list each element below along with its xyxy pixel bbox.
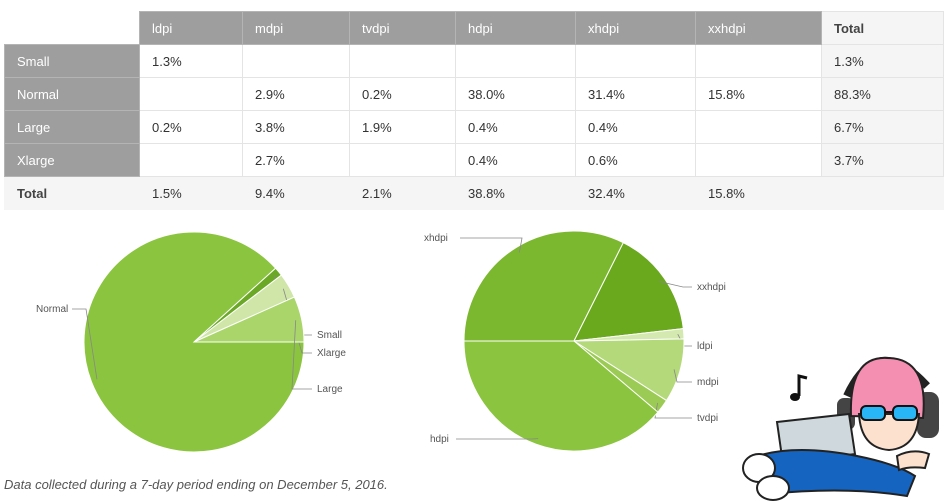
slice-label-xlarge: Xlarge: [317, 348, 346, 359]
slice-label-large: Large: [317, 384, 343, 395]
row-total-cell: 6.7%: [821, 110, 944, 144]
slice-label-small: Small: [317, 330, 342, 341]
table-cell: [349, 44, 456, 78]
table-cell: [695, 110, 822, 144]
total-cell-empty: [821, 176, 944, 210]
total-row-header: Total: [4, 176, 140, 210]
total-row: Total 1.5% 9.4% 2.1% 38.8% 32.4% 15.8%: [4, 176, 944, 210]
column-header-ldpi: ldpi: [139, 11, 243, 45]
data-caption: Data collected during a 7-day period end…: [4, 477, 388, 492]
pie-chart-2: xhdpi xxhdpi ldpi mdpi tvdpi hdpi: [424, 230, 726, 452]
pie-chart-1: Normal Small Xlarge Large: [36, 231, 346, 453]
leader-line: [460, 237, 523, 253]
slice-label-normal: Normal: [36, 304, 68, 315]
row-total-cell: 3.7%: [821, 143, 944, 177]
row-header: Large: [4, 110, 140, 144]
slice-label-hdpi: hdpi: [430, 434, 449, 445]
table-cell: 2.7%: [242, 143, 350, 177]
leader-line: [673, 369, 692, 383]
header-row: ldpi mdpi tvdpi hdpi xhdpi xxhdpi Total: [4, 11, 944, 45]
total-cell: 15.8%: [695, 176, 822, 210]
row-header: Xlarge: [4, 143, 140, 177]
table-cell: [349, 143, 456, 177]
leader-line: [72, 308, 98, 380]
table-cell: 0.4%: [455, 110, 576, 144]
total-cell: 2.1%: [349, 176, 456, 210]
column-header-hdpi: hdpi: [455, 11, 576, 45]
corner-cell: [4, 11, 140, 45]
table-cell: 1.3%: [139, 44, 243, 78]
pie-slice-xxhdpi: [573, 242, 684, 342]
column-header-xhdpi: xhdpi: [575, 11, 696, 45]
slice-label-mdpi: mdpi: [697, 377, 719, 388]
column-header-total: Total: [821, 11, 944, 45]
table-row: Large 0.2% 3.8% 1.9% 0.4% 0.4% 6.7%: [4, 110, 944, 144]
character-body: [742, 449, 931, 501]
slice-label-xxhdpi: xxhdpi: [697, 282, 726, 293]
slice-label-ldpi: ldpi: [697, 341, 713, 352]
row-header: Normal: [4, 77, 140, 111]
leader-line: [291, 320, 312, 390]
total-cell: 9.4%: [242, 176, 350, 210]
leader-line: [659, 281, 692, 288]
row-total-cell: 88.3%: [821, 77, 944, 111]
character-face: [857, 405, 921, 452]
row-header: Small: [4, 44, 140, 78]
screen-size-density-table: ldpi mdpi tvdpi hdpi xhdpi xxhdpi Total …: [4, 11, 944, 210]
column-header-mdpi: mdpi: [242, 11, 350, 45]
pie-slice-large: [193, 296, 305, 343]
music-note-icon: [790, 374, 808, 401]
row-total-cell: 1.3%: [821, 44, 944, 78]
pie-slice-hdpi: [463, 340, 659, 452]
total-cell: 32.4%: [575, 176, 696, 210]
total-cell: 1.5%: [139, 176, 243, 210]
slice-label-xhdpi: xhdpi: [424, 233, 448, 244]
table-cell: [695, 143, 822, 177]
leader-line: [654, 402, 692, 419]
table-cell: 15.8%: [695, 77, 822, 111]
character-hair: [849, 356, 925, 420]
table-row: Xlarge 2.7% 0.4% 0.6% 3.7%: [4, 143, 944, 177]
mascot-illustration: [742, 356, 939, 501]
pie-slice-xhdpi: [463, 230, 624, 342]
table-cell: 0.2%: [139, 110, 243, 144]
column-header-xxhdpi: xxhdpi: [695, 11, 822, 45]
slice-label-tvdpi: tvdpi: [697, 413, 718, 424]
